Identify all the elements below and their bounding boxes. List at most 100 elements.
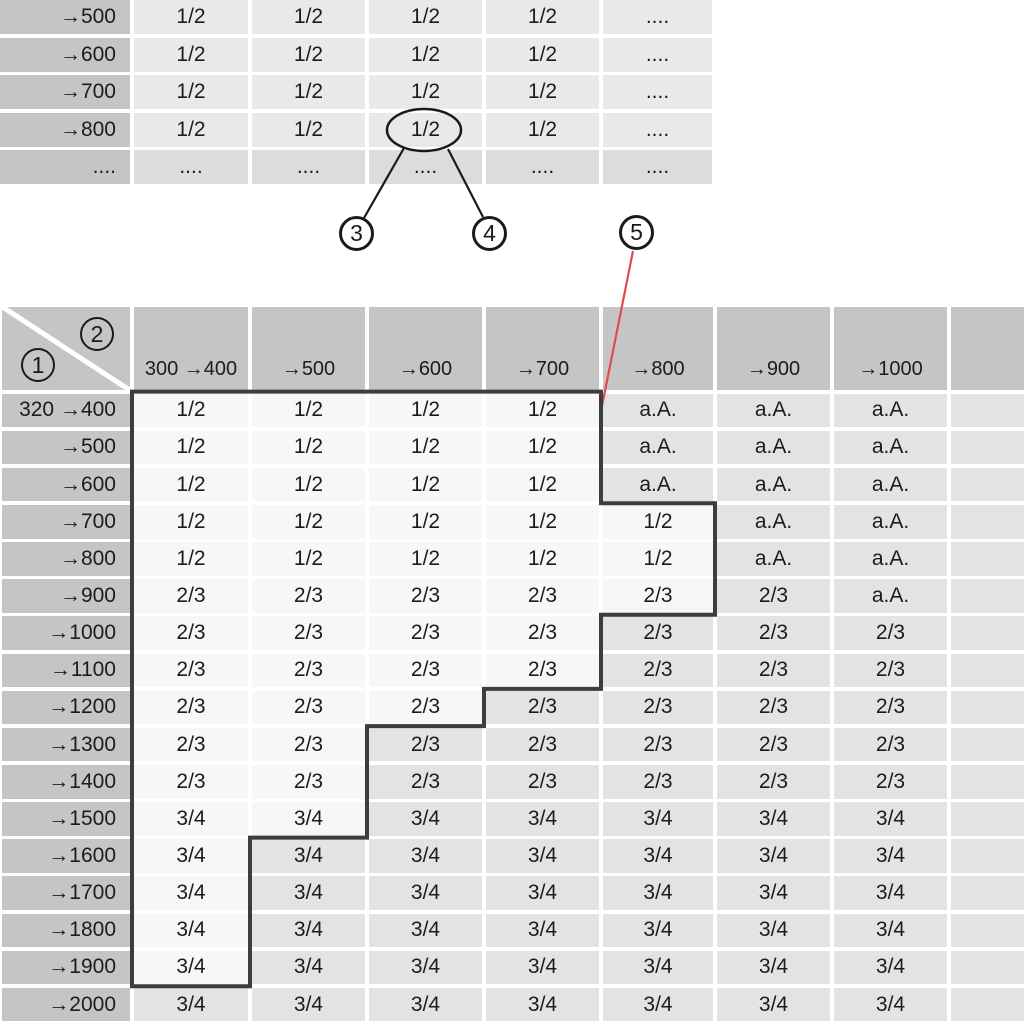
top-row-label: →800: [0, 112, 130, 147]
value-cell: 2/3: [134, 727, 248, 762]
column-header: →700: [486, 307, 599, 390]
top-value-cell: 1/2: [486, 75, 599, 109]
value-cell: 1/2: [369, 393, 482, 428]
row-label: →1300: [2, 727, 130, 762]
value-cell: 2/3: [252, 653, 365, 688]
value-cell: 1/2: [252, 393, 365, 428]
value-cell: 2/3: [134, 616, 248, 650]
callout-5: 5: [619, 215, 654, 250]
corner-cell: 2 1: [2, 307, 130, 390]
row-label: →1800: [2, 913, 130, 948]
value-cell: 2/3: [603, 579, 713, 613]
value-cell: 3/4: [252, 950, 365, 985]
value-cell: 1/2: [134, 430, 248, 465]
empty-cell: [951, 579, 1024, 613]
value-cell: a.A.: [834, 542, 947, 576]
value-cell: 3/4: [834, 839, 947, 873]
value-cell: 2/3: [252, 764, 365, 799]
top-row-label: →600: [0, 37, 130, 72]
value-cell: 2/3: [603, 690, 713, 725]
value-cell: 3/4: [717, 950, 830, 985]
top-value-cell: 1/2: [369, 112, 482, 147]
top-value-cell: ....: [252, 150, 365, 184]
top-value-cell: 1/2: [486, 37, 599, 72]
column-header: →1000: [834, 307, 947, 390]
value-cell: 2/3: [603, 653, 713, 688]
top-value-cell: 1/2: [369, 0, 482, 34]
top-row-label: →500: [0, 0, 130, 34]
value-cell: 3/4: [834, 876, 947, 910]
value-cell: 3/4: [603, 802, 713, 836]
value-cell: 2/3: [834, 616, 947, 650]
value-cell: a.A.: [603, 393, 713, 428]
value-cell: a.A.: [717, 504, 830, 539]
value-cell: 3/4: [252, 802, 365, 836]
column-header: →600: [369, 307, 482, 390]
top-row-label: ....: [0, 150, 130, 184]
row-label: →800: [2, 542, 130, 576]
empty-cell: [951, 430, 1024, 465]
top-value-cell: 1/2: [134, 0, 248, 34]
callout-1: 1: [21, 348, 55, 382]
row-label: →1000: [2, 616, 130, 650]
value-cell: a.A.: [717, 542, 830, 576]
value-cell: 1/2: [134, 467, 248, 502]
callout-3: 3: [339, 216, 374, 251]
value-cell: a.A.: [834, 393, 947, 428]
top-value-cell: ....: [486, 150, 599, 184]
empty-cell: [951, 690, 1024, 725]
empty-cell: [951, 504, 1024, 539]
empty-cell: [951, 876, 1024, 910]
value-cell: 3/4: [134, 876, 248, 910]
value-cell: 3/4: [369, 802, 482, 836]
value-cell: 3/4: [717, 839, 830, 873]
value-cell: a.A.: [603, 430, 713, 465]
top-value-cell: ....: [603, 0, 712, 34]
value-cell: 3/4: [486, 987, 599, 1022]
value-cell: 2/3: [369, 616, 482, 650]
row-label: →600: [2, 467, 130, 502]
top-value-cell: 1/2: [252, 0, 365, 34]
value-cell: 2/3: [603, 727, 713, 762]
top-value-cell: 1/2: [369, 37, 482, 72]
row-label: →1900: [2, 950, 130, 985]
value-cell: 1/2: [369, 467, 482, 502]
value-cell: 1/2: [252, 504, 365, 539]
top-value-cell: 1/2: [252, 75, 365, 109]
row-label: →1400: [2, 764, 130, 799]
empty-cell: [951, 987, 1024, 1022]
top-value-cell: 1/2: [369, 75, 482, 109]
top-value-cell: 1/2: [134, 75, 248, 109]
value-cell: 2/3: [717, 653, 830, 688]
value-cell: a.A.: [834, 467, 947, 502]
value-cell: 1/2: [603, 504, 713, 539]
value-cell: 3/4: [252, 839, 365, 873]
value-cell: 3/4: [486, 839, 599, 873]
callout-4: 4: [472, 216, 507, 251]
value-cell: 2/3: [369, 727, 482, 762]
empty-cell: [951, 616, 1024, 650]
value-cell: 3/4: [369, 987, 482, 1022]
top-value-cell: 1/2: [486, 112, 599, 147]
value-cell: 1/2: [486, 467, 599, 502]
value-cell: 1/2: [252, 542, 365, 576]
value-cell: 1/2: [252, 430, 365, 465]
value-cell: 3/4: [486, 913, 599, 948]
value-cell: 2/3: [834, 764, 947, 799]
top-table: →500 1/2 1/2 1/2 1/2.... →600 1/2 1/2 1/2 1/2....…: [0, 0, 712, 184]
value-cell: 3/4: [834, 913, 947, 948]
value-cell: 2/3: [717, 727, 830, 762]
value-cell: 2/3: [134, 579, 248, 613]
top-value-cell: 1/2: [134, 112, 248, 147]
empty-cell: [951, 393, 1024, 428]
value-cell: 3/4: [486, 876, 599, 910]
value-cell: 3/4: [252, 876, 365, 910]
value-cell: 2/3: [486, 727, 599, 762]
value-cell: 1/2: [486, 542, 599, 576]
empty-cell: [951, 802, 1024, 836]
empty-cell: [951, 913, 1024, 948]
value-cell: a.A.: [834, 579, 947, 613]
value-cell: 1/2: [486, 393, 599, 428]
value-cell: 3/4: [603, 987, 713, 1022]
value-cell: 2/3: [252, 616, 365, 650]
